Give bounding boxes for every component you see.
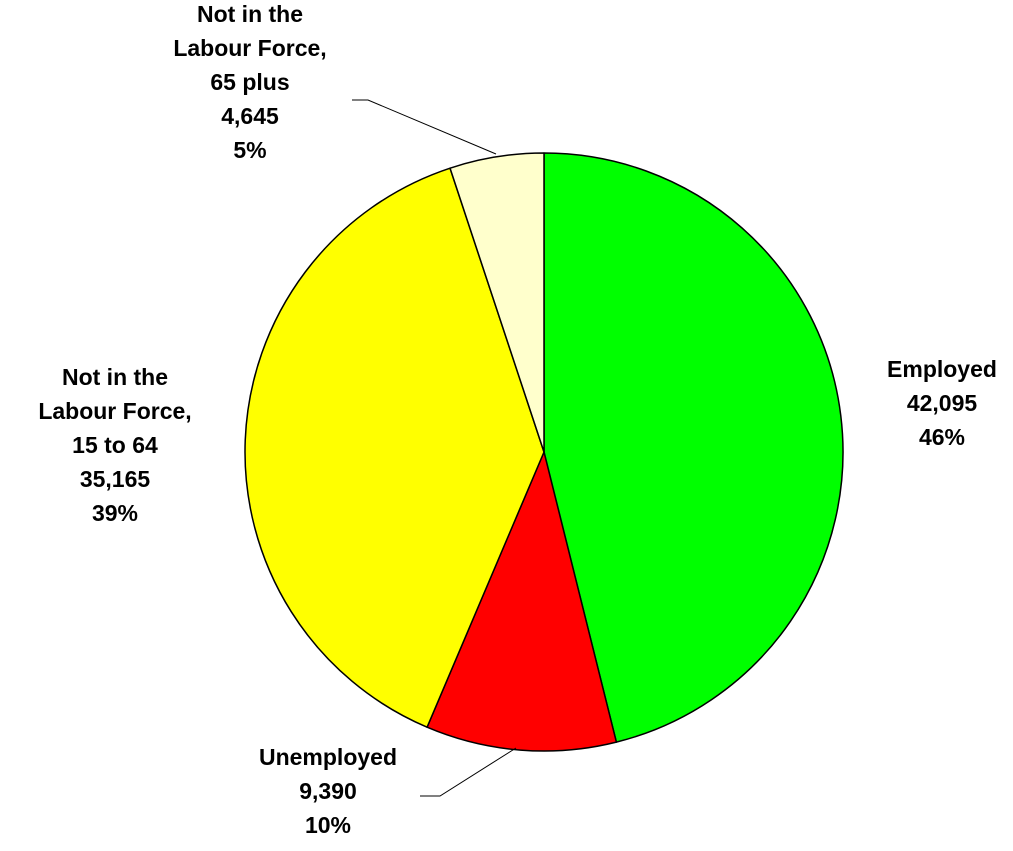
slice-nilf-15-64	[244, 167, 545, 728]
slice-nilf-65-plus	[449, 152, 545, 453]
slice-label-nilf-65-plus: Not in the Labour Force, 65 plus 4,645 5…	[173, 1, 327, 163]
slice-label-employed: Employed 42,095 46%	[887, 356, 997, 450]
slice-unemployed	[426, 451, 618, 752]
slice-label-unemployed: Unemployed 9,390 10%	[258, 744, 398, 838]
slice-label-nilf-15-64: Not in the Labour Force, 15 to 64 35,165…	[38, 364, 192, 526]
slice-employed	[543, 152, 844, 743]
leader-line-nilf-65-plus	[352, 99, 497, 155]
leader-line-unemployed	[420, 747, 517, 797]
